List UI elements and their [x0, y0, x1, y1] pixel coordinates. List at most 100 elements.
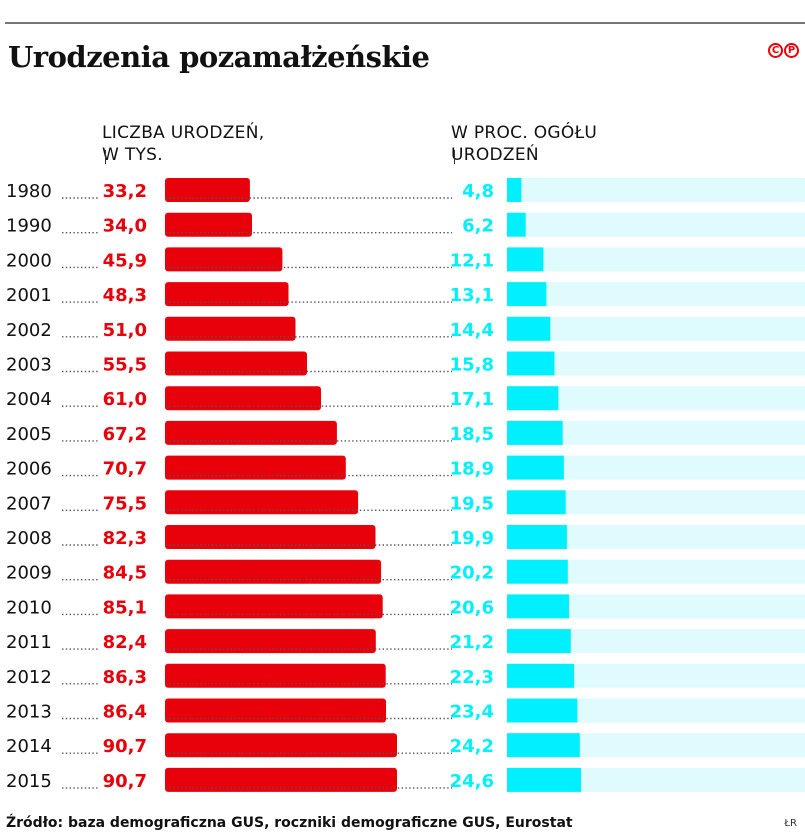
percent-track	[507, 212, 805, 237]
count-column-header: LICZBA URODZEŃ, W TYS.	[102, 100, 264, 188]
top-rule	[5, 22, 805, 24]
count-bar	[165, 767, 397, 792]
year-label: 2002	[6, 320, 52, 341]
year-label: 2006	[6, 459, 52, 480]
percent-value-label: 14,4	[450, 320, 494, 341]
logo-p: P	[784, 43, 799, 58]
count-value-label: 51,0	[103, 320, 147, 341]
percent-bar	[507, 247, 544, 272]
percent-bar	[507, 455, 564, 480]
count-value-label: 33,2	[103, 181, 147, 202]
year-label: 2015	[6, 771, 52, 792]
count-column-tick	[105, 150, 106, 164]
percent-bar	[507, 386, 559, 411]
year-label: 1980	[6, 181, 52, 202]
percent-bar	[507, 212, 526, 237]
percent-value-label: 13,1	[450, 285, 494, 306]
year-label: 2007	[6, 493, 52, 514]
percent-bar	[507, 559, 568, 584]
percent-value-label: 23,4	[450, 702, 494, 723]
count-bar	[165, 455, 346, 480]
count-value-label: 34,0	[103, 216, 147, 237]
count-bar	[165, 525, 376, 549]
percent-bar	[507, 525, 567, 549]
count-bar	[165, 490, 359, 515]
count-value-label: 90,7	[103, 736, 147, 757]
percent-bar	[507, 490, 566, 515]
percent-bar	[507, 420, 563, 445]
count-column-header-text: LICZBA URODZEŃ, W TYS.	[102, 123, 265, 165]
percent-track	[507, 316, 805, 341]
percent-bar	[507, 594, 569, 619]
percent-value-label: 22,3	[450, 667, 494, 688]
percent-bar	[507, 629, 571, 654]
count-value-label: 82,4	[103, 632, 147, 653]
count-bar	[165, 316, 296, 341]
year-label: 2011	[6, 632, 52, 653]
percent-value-label: 20,2	[450, 563, 494, 584]
count-bar	[165, 351, 307, 376]
percent-bar	[507, 282, 547, 307]
percent-value-label: 18,5	[450, 424, 494, 445]
year-label: 2008	[6, 528, 52, 549]
count-value-label: 86,3	[103, 667, 147, 688]
percent-value-label: 12,1	[450, 250, 494, 271]
author-credit: ŁR	[784, 818, 797, 829]
percent-value-label: 19,5	[450, 493, 494, 514]
count-value-label: 85,1	[103, 597, 147, 618]
year-label: 2004	[6, 389, 52, 410]
percent-value-label: 6,2	[462, 216, 494, 237]
percent-bar	[507, 663, 575, 688]
count-bar	[165, 698, 386, 723]
count-bar	[165, 247, 283, 272]
count-bar	[165, 212, 252, 237]
percent-track	[507, 247, 805, 272]
count-value-label: 45,9	[103, 250, 147, 271]
percent-value-label: 24,6	[450, 771, 494, 792]
percent-value-label: 24,2	[450, 736, 494, 757]
count-bar	[165, 594, 383, 619]
year-label: 2000	[6, 250, 52, 271]
year-label: 2003	[6, 355, 52, 376]
year-label: 2013	[6, 702, 52, 723]
count-value-label: 84,5	[103, 563, 147, 584]
percent-track	[507, 178, 805, 202]
percent-column-header-text: W PROC. OGÓŁU URODZEŃ	[451, 123, 598, 165]
count-value-label: 86,4	[103, 702, 147, 723]
percent-column-tick	[454, 150, 455, 164]
count-value-label: 67,2	[103, 424, 147, 445]
count-value-label: 82,3	[103, 528, 147, 549]
count-value-label: 75,5	[103, 493, 147, 514]
year-label: 2012	[6, 667, 52, 688]
year-label: 2010	[6, 597, 52, 618]
year-label: 2005	[6, 424, 52, 445]
count-bar	[165, 733, 397, 758]
count-bar	[165, 420, 337, 445]
count-value-label: 48,3	[103, 285, 147, 306]
percent-bar	[507, 767, 581, 792]
count-value-label: 90,7	[103, 771, 147, 792]
percent-bar	[507, 351, 555, 376]
percent-value-label: 15,8	[450, 355, 494, 376]
source-note: Źródło: baza demograficzna GUS, roczniki…	[6, 815, 573, 831]
percent-bar	[507, 316, 551, 341]
count-bar	[165, 386, 321, 411]
count-bar	[165, 663, 386, 688]
percent-value-label: 4,8	[462, 181, 494, 202]
percent-value-label: 17,1	[450, 389, 494, 410]
count-value-label: 61,0	[103, 389, 147, 410]
count-value-label: 70,7	[103, 459, 147, 480]
percent-bar	[507, 698, 578, 723]
percent-value-label: 19,9	[450, 528, 494, 549]
count-value-label: 55,5	[103, 355, 147, 376]
percent-bar	[507, 178, 522, 202]
logo-c: C	[768, 43, 783, 58]
cp-logo: C P	[768, 43, 799, 58]
percent-value-label: 21,2	[450, 632, 494, 653]
count-bar	[165, 559, 382, 584]
count-bar	[165, 178, 250, 202]
percent-value-label: 18,9	[450, 459, 494, 480]
year-label: 2009	[6, 563, 52, 584]
percent-bar	[507, 733, 580, 758]
